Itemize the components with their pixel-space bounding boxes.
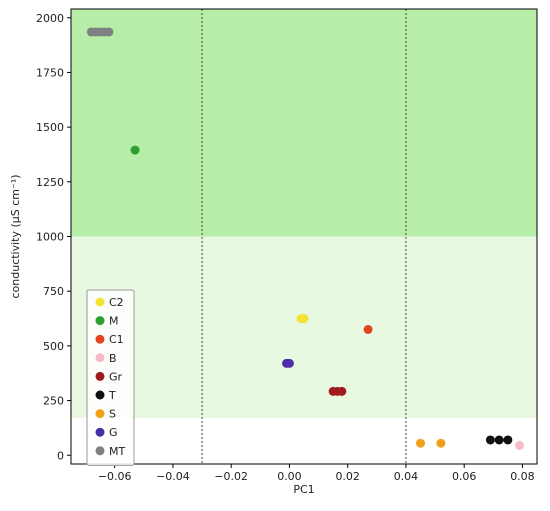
legend-marker-T <box>95 390 105 400</box>
legend-label-C2: C2 <box>109 296 124 309</box>
x-tick-label: 0.08 <box>510 470 535 483</box>
legend-box <box>86 289 135 466</box>
axes: −0.06 −0.04 −0.02 0.00 0.02 0.04 0.06 0.08 0 250 5… <box>9 8 538 496</box>
x-tick-label: 0.04 <box>394 470 419 483</box>
x-tick-label: −0.06 <box>98 470 132 483</box>
x-tick-label: 0.06 <box>452 470 477 483</box>
point-S <box>416 438 425 448</box>
x-tick-label: 0.00 <box>277 470 302 483</box>
legend-label-MT: MT <box>109 445 125 458</box>
background-band-2 <box>71 236 537 419</box>
legend-marker-S <box>95 409 105 419</box>
point-C1 <box>363 324 373 334</box>
y-tick-label: 1500 <box>36 121 64 134</box>
legend-label-Gr: Gr <box>109 370 123 383</box>
y-tick-label: 2000 <box>36 12 64 25</box>
x-tick-label: 0.02 <box>335 470 360 483</box>
point-S <box>436 438 446 448</box>
x-tick-label: −0.04 <box>156 470 190 483</box>
point-Gr <box>337 386 347 396</box>
y-tick-label: 1250 <box>36 176 64 189</box>
y-axis-label: conductivity (μS cm⁻¹) <box>9 174 22 298</box>
legend-marker-M <box>95 316 105 326</box>
y-tick-label: 750 <box>43 285 64 298</box>
legend-marker-MT <box>95 446 105 456</box>
legend-marker-B <box>95 353 105 363</box>
point-M <box>130 145 140 155</box>
legend-label-M: M <box>109 315 119 328</box>
point-MT <box>104 27 114 37</box>
y-tick-label: 1000 <box>36 231 64 244</box>
legend-label-C1: C1 <box>109 333 124 346</box>
point-C2 <box>299 314 309 324</box>
legend-marker-G <box>95 427 105 437</box>
legend-label-S: S <box>109 408 116 421</box>
legend-label-T: T <box>108 389 116 402</box>
legend-marker-C2 <box>95 297 105 307</box>
point-G <box>284 358 294 368</box>
point-B <box>515 440 525 450</box>
y-tick-label: 500 <box>43 340 64 353</box>
point-T <box>485 435 495 445</box>
y-tick-label: 1750 <box>36 66 64 79</box>
legend-marker-Gr <box>95 371 105 381</box>
plot-area <box>71 9 537 464</box>
point-T <box>494 435 504 445</box>
legend-marker-C1 <box>95 334 105 344</box>
y-tick-label: 0 <box>57 449 64 462</box>
legend-label-B: B <box>109 352 117 365</box>
y-tick-label: 250 <box>43 395 64 408</box>
x-tick-label: −0.02 <box>214 470 248 483</box>
legend: C2 M C1 B Gr TSG MT <box>86 289 135 466</box>
legend-label-G: G <box>109 426 118 439</box>
point-T <box>503 435 513 445</box>
x-axis-label: PC1 <box>293 483 314 496</box>
background-band-1 <box>71 9 537 237</box>
